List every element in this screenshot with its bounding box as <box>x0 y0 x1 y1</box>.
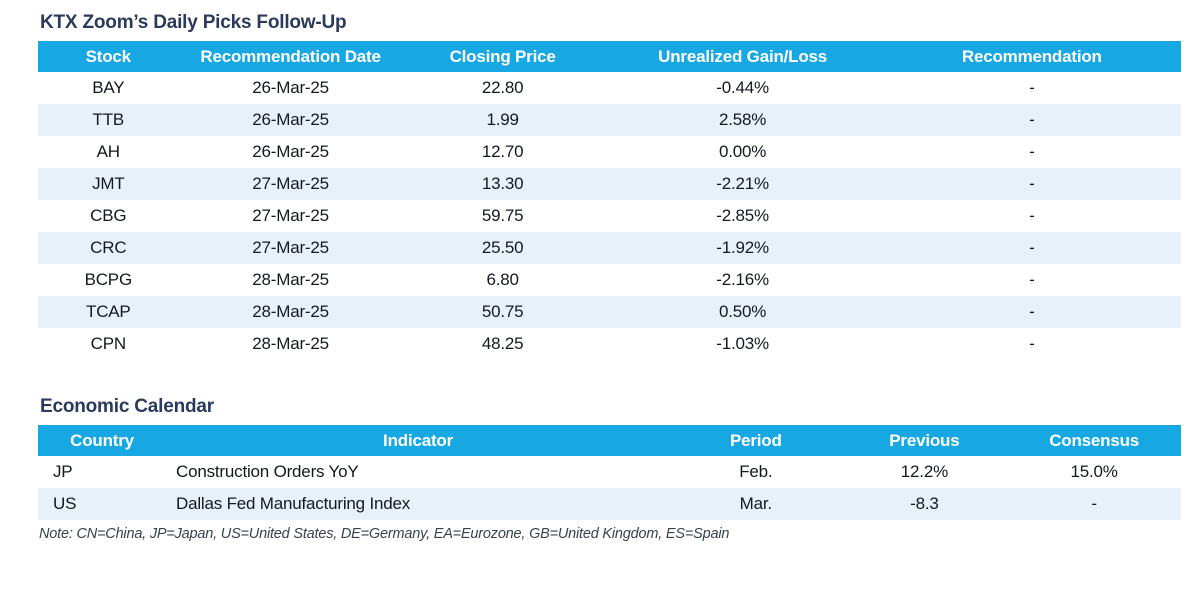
table-row: TCAP 28-Mar-25 50.75 0.50% - <box>38 296 1181 328</box>
cell-price: 25.50 <box>481 238 524 257</box>
cell-price: 48.25 <box>481 334 524 353</box>
cell-stock: CBG <box>90 206 127 225</box>
column-header-country: Country <box>38 425 167 456</box>
cell-stock: BAY <box>92 78 125 97</box>
cell-price: 22.80 <box>481 78 524 97</box>
table-row: AH 26-Mar-25 12.70 0.00% - <box>38 136 1181 168</box>
report-page: KTX Zoom’s Daily Picks Follow-Up Stock R… <box>38 12 1181 542</box>
cell-stock: BCPG <box>84 270 133 289</box>
cell-recommendation: - <box>1029 174 1035 193</box>
cell-gain-loss: -1.92% <box>716 238 769 257</box>
table-row: CRC 27-Mar-25 25.50 -1.92% - <box>38 232 1181 264</box>
column-header-recommendation: Recommendation <box>882 41 1181 72</box>
cell-stock: TCAP <box>86 302 131 321</box>
column-header-recommendation-date: Recommendation Date <box>178 41 403 72</box>
cell-recommendation: - <box>1029 334 1035 353</box>
cell-date: 27-Mar-25 <box>252 206 329 225</box>
cell-previous: 12.2% <box>900 462 948 481</box>
cell-recommendation: - <box>1029 142 1035 161</box>
column-header-consensus: Consensus <box>1007 425 1181 456</box>
economic-calendar-table: Country Indicator Period Previous Consen… <box>38 425 1181 520</box>
cell-price: 13.30 <box>481 174 524 193</box>
table-row: US Dallas Fed Manufacturing Index Mar. -… <box>38 488 1181 520</box>
cell-price: 1.99 <box>486 110 519 129</box>
cell-date: 26-Mar-25 <box>252 142 329 161</box>
cell-date: 26-Mar-25 <box>252 110 329 129</box>
cell-stock: CPN <box>90 334 126 353</box>
cell-previous: -8.3 <box>910 494 939 513</box>
cell-stock: AH <box>96 142 120 161</box>
table-row: BCPG 28-Mar-25 6.80 -2.16% - <box>38 264 1181 296</box>
cell-price: 59.75 <box>481 206 524 225</box>
daily-picks-table: Stock Recommendation Date Closing Price … <box>38 41 1181 360</box>
cell-stock: TTB <box>92 110 125 129</box>
country-codes-note: Note: CN=China, JP=Japan, US=United Stat… <box>39 526 730 542</box>
table-row: CPN 28-Mar-25 48.25 -1.03% - <box>38 328 1181 360</box>
cell-recommendation: - <box>1029 302 1035 321</box>
cell-gain-loss: -1.03% <box>716 334 769 353</box>
daily-picks-header-row: Stock Recommendation Date Closing Price … <box>38 41 1181 72</box>
column-header-unrealized-gain-loss: Unrealized Gain/Loss <box>602 41 883 72</box>
cell-price: 6.80 <box>486 270 519 289</box>
cell-date: 27-Mar-25 <box>252 174 329 193</box>
cell-date: 28-Mar-25 <box>252 334 329 353</box>
cell-recommendation: - <box>1029 206 1035 225</box>
cell-country: JP <box>53 462 73 481</box>
table-row: BAY 26-Mar-25 22.80 -0.44% - <box>38 72 1181 104</box>
cell-date: 27-Mar-25 <box>252 238 329 257</box>
cell-gain-loss: 0.50% <box>719 302 767 321</box>
cell-consensus: - <box>1091 494 1097 513</box>
cell-country: US <box>53 494 77 513</box>
cell-recommendation: - <box>1029 270 1035 289</box>
column-header-period: Period <box>670 425 842 456</box>
cell-gain-loss: 2.58% <box>719 110 767 129</box>
economic-calendar-title: Economic Calendar <box>40 396 214 417</box>
cell-gain-loss: 0.00% <box>719 142 767 161</box>
cell-recommendation: - <box>1029 110 1035 129</box>
cell-date: 28-Mar-25 <box>252 270 329 289</box>
cell-gain-loss: -2.85% <box>716 206 769 225</box>
column-header-closing-price: Closing Price <box>402 41 603 72</box>
cell-date: 28-Mar-25 <box>252 302 329 321</box>
cell-gain-loss: -0.44% <box>716 78 769 97</box>
daily-picks-section: KTX Zoom’s Daily Picks Follow-Up Stock R… <box>38 12 1181 360</box>
table-row: CBG 27-Mar-25 59.75 -2.85% - <box>38 200 1181 232</box>
economic-calendar-section: Economic Calendar Country Indicator Peri… <box>38 396 1181 542</box>
cell-stock: JMT <box>92 174 125 193</box>
cell-date: 26-Mar-25 <box>252 78 329 97</box>
cell-recommendation: - <box>1029 78 1035 97</box>
cell-price: 50.75 <box>481 302 524 321</box>
column-header-indicator: Indicator <box>166 425 671 456</box>
daily-picks-title: KTX Zoom’s Daily Picks Follow-Up <box>40 12 347 33</box>
cell-indicator: Construction Orders YoY <box>176 462 359 481</box>
table-row: TTB 26-Mar-25 1.99 2.58% - <box>38 104 1181 136</box>
cell-indicator: Dallas Fed Manufacturing Index <box>176 494 411 513</box>
cell-period: Feb. <box>739 462 773 481</box>
table-row: JP Construction Orders YoY Feb. 12.2% 15… <box>38 456 1181 488</box>
column-header-stock: Stock <box>38 41 179 72</box>
cell-gain-loss: -2.21% <box>716 174 769 193</box>
column-header-previous: Previous <box>841 425 1008 456</box>
cell-period: Mar. <box>739 494 772 513</box>
cell-consensus: 15.0% <box>1070 462 1118 481</box>
cell-stock: CRC <box>90 238 127 257</box>
cell-recommendation: - <box>1029 238 1035 257</box>
table-row: JMT 27-Mar-25 13.30 -2.21% - <box>38 168 1181 200</box>
cell-gain-loss: -2.16% <box>716 270 769 289</box>
economic-calendar-header-row: Country Indicator Period Previous Consen… <box>38 425 1181 456</box>
cell-price: 12.70 <box>481 142 524 161</box>
